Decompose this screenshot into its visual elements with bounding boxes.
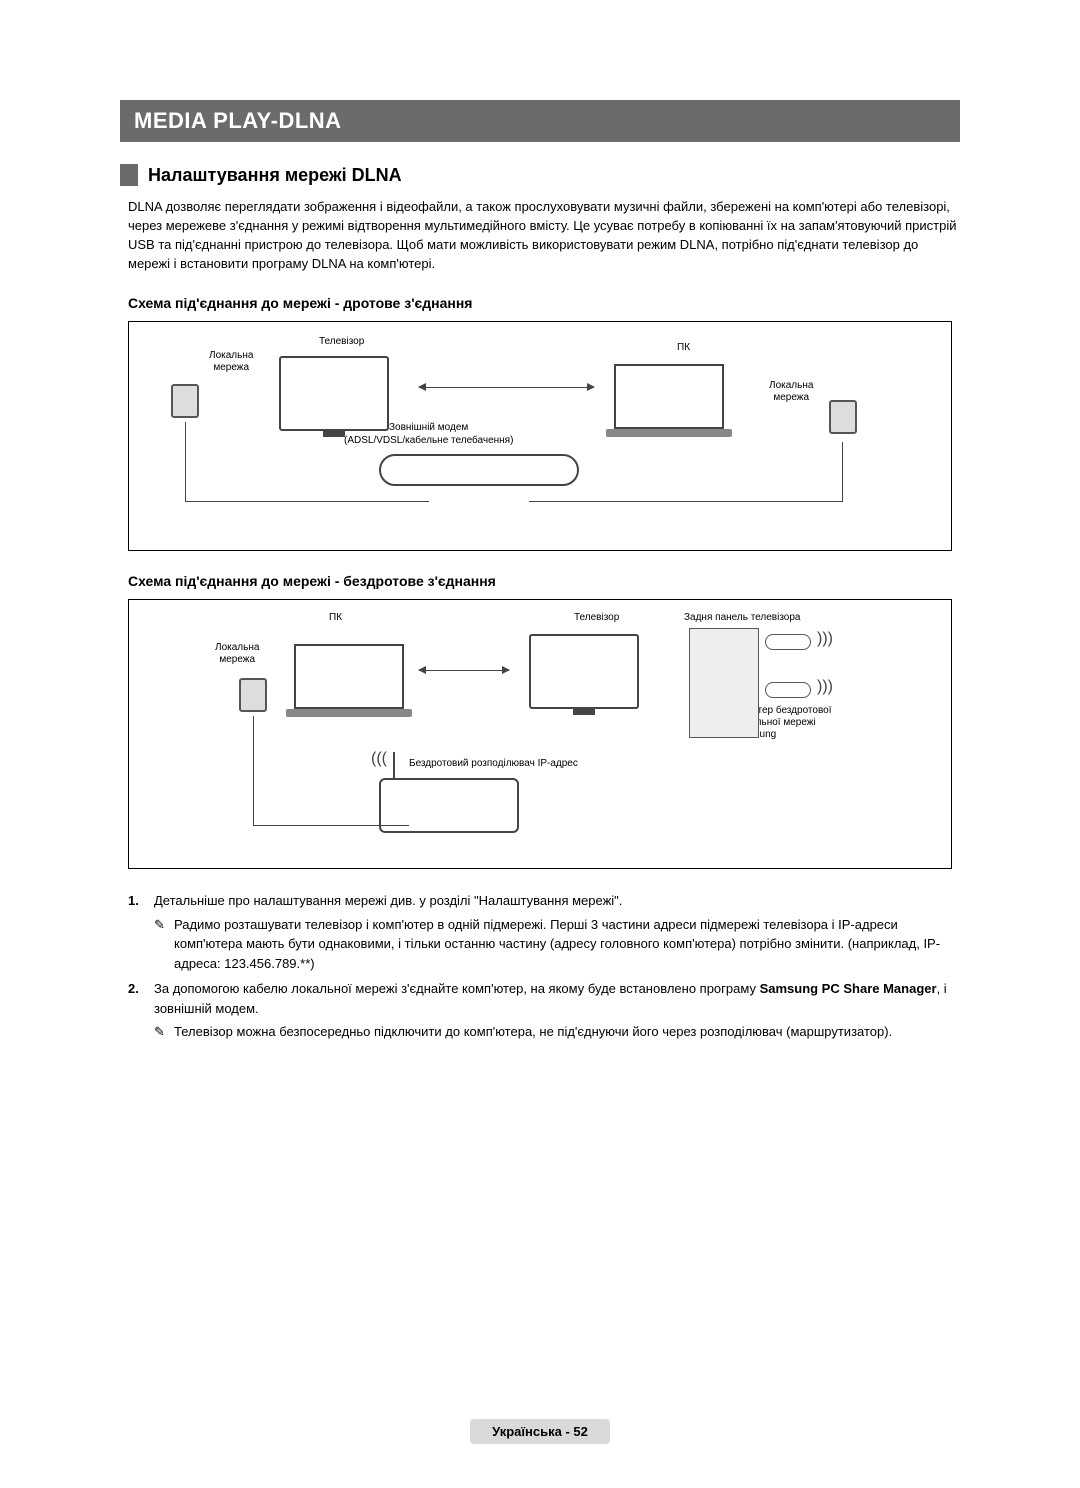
wired-diagram: Телевізор ПК Локальна мережа Локальна ме… xyxy=(128,321,952,551)
usb-adapter-icon xyxy=(765,634,811,650)
chapter-title-bar: MEDIA PLAY-DLNA xyxy=(120,100,960,142)
laptop-icon xyxy=(294,644,404,709)
wifi-wave-icon: ))) xyxy=(817,630,833,648)
wireless-label-backpanel: Задня панель телевізора xyxy=(684,612,801,624)
wireless-label-pc: ПК xyxy=(329,612,342,624)
note-icon: ✎ xyxy=(154,1022,174,1042)
footer-pill: Українська - 52 xyxy=(470,1419,610,1444)
note-1-num: 1. xyxy=(128,891,154,973)
wireless-heading: Схема під'єднання до мережі - бездротове… xyxy=(128,573,960,589)
wired-label-lan-right: Локальна мережа xyxy=(769,380,813,404)
note-1-text: Детальніше про налаштування мережі див. … xyxy=(154,893,622,908)
cable-pc-router xyxy=(253,716,409,826)
note-2-sub: Телевізор можна безпосередньо підключити… xyxy=(174,1022,892,1042)
lan-port-right-icon xyxy=(829,400,857,434)
note-1: 1. Детальніше про налаштування мережі ди… xyxy=(128,891,952,973)
wireless-label-lan-left: Локальна мережа xyxy=(215,642,259,666)
lan-port-icon xyxy=(239,678,267,712)
wired-heading: Схема під'єднання до мережі - дротове з'… xyxy=(128,295,960,311)
laptop-icon xyxy=(614,364,724,429)
wired-label-lan-left: Локальна мережа xyxy=(209,350,253,374)
wired-label-pc: ПК xyxy=(677,342,690,354)
note-2-num: 2. xyxy=(128,979,154,1042)
section-marker xyxy=(120,164,138,186)
footer-sep: - xyxy=(562,1424,574,1439)
wireless-diagram: ПК Телевізор Задня панель телевізора Лок… xyxy=(128,599,952,869)
wired-label-tv: Телевізор xyxy=(319,336,364,348)
footer-lang: Українська xyxy=(492,1424,562,1439)
intro-paragraph: DLNA дозволяє переглядати зображення і в… xyxy=(128,198,960,273)
tv-icon xyxy=(279,356,389,431)
note-1-sub: Радимо розташувати телевізор і комп'ютер… xyxy=(174,915,952,974)
page-footer: Українська - 52 xyxy=(0,1419,1080,1444)
note-2-text-pre: За допомогою кабелю локальної мережі з'є… xyxy=(154,981,760,996)
lan-port-left-icon xyxy=(171,384,199,418)
usb-adapter-icon xyxy=(765,682,811,698)
wireless-label-router: Бездротовий розподілювач IP-адрес xyxy=(409,758,578,770)
cable-left xyxy=(185,422,429,502)
tv-icon xyxy=(529,634,639,709)
tv-back-panel-icon xyxy=(689,628,759,738)
chapter-title: MEDIA PLAY-DLNA xyxy=(134,108,342,133)
note-icon: ✎ xyxy=(154,915,174,974)
double-arrow-icon xyxy=(419,387,594,388)
wireless-label-tv: Телевізор xyxy=(574,612,619,624)
wifi-wave-icon: ))) xyxy=(817,678,833,696)
section-title-row: Налаштування мережі DLNA xyxy=(120,164,960,186)
section-title: Налаштування мережі DLNA xyxy=(148,165,402,186)
note-2-text-bold: Samsung PC Share Manager xyxy=(760,981,937,996)
notes-block: 1. Детальніше про налаштування мережі ди… xyxy=(128,891,952,1042)
note-2: 2. За допомогою кабелю локальної мережі … xyxy=(128,979,952,1042)
cable-right xyxy=(529,442,843,502)
footer-page: 52 xyxy=(573,1424,587,1439)
double-arrow-icon xyxy=(419,670,509,671)
